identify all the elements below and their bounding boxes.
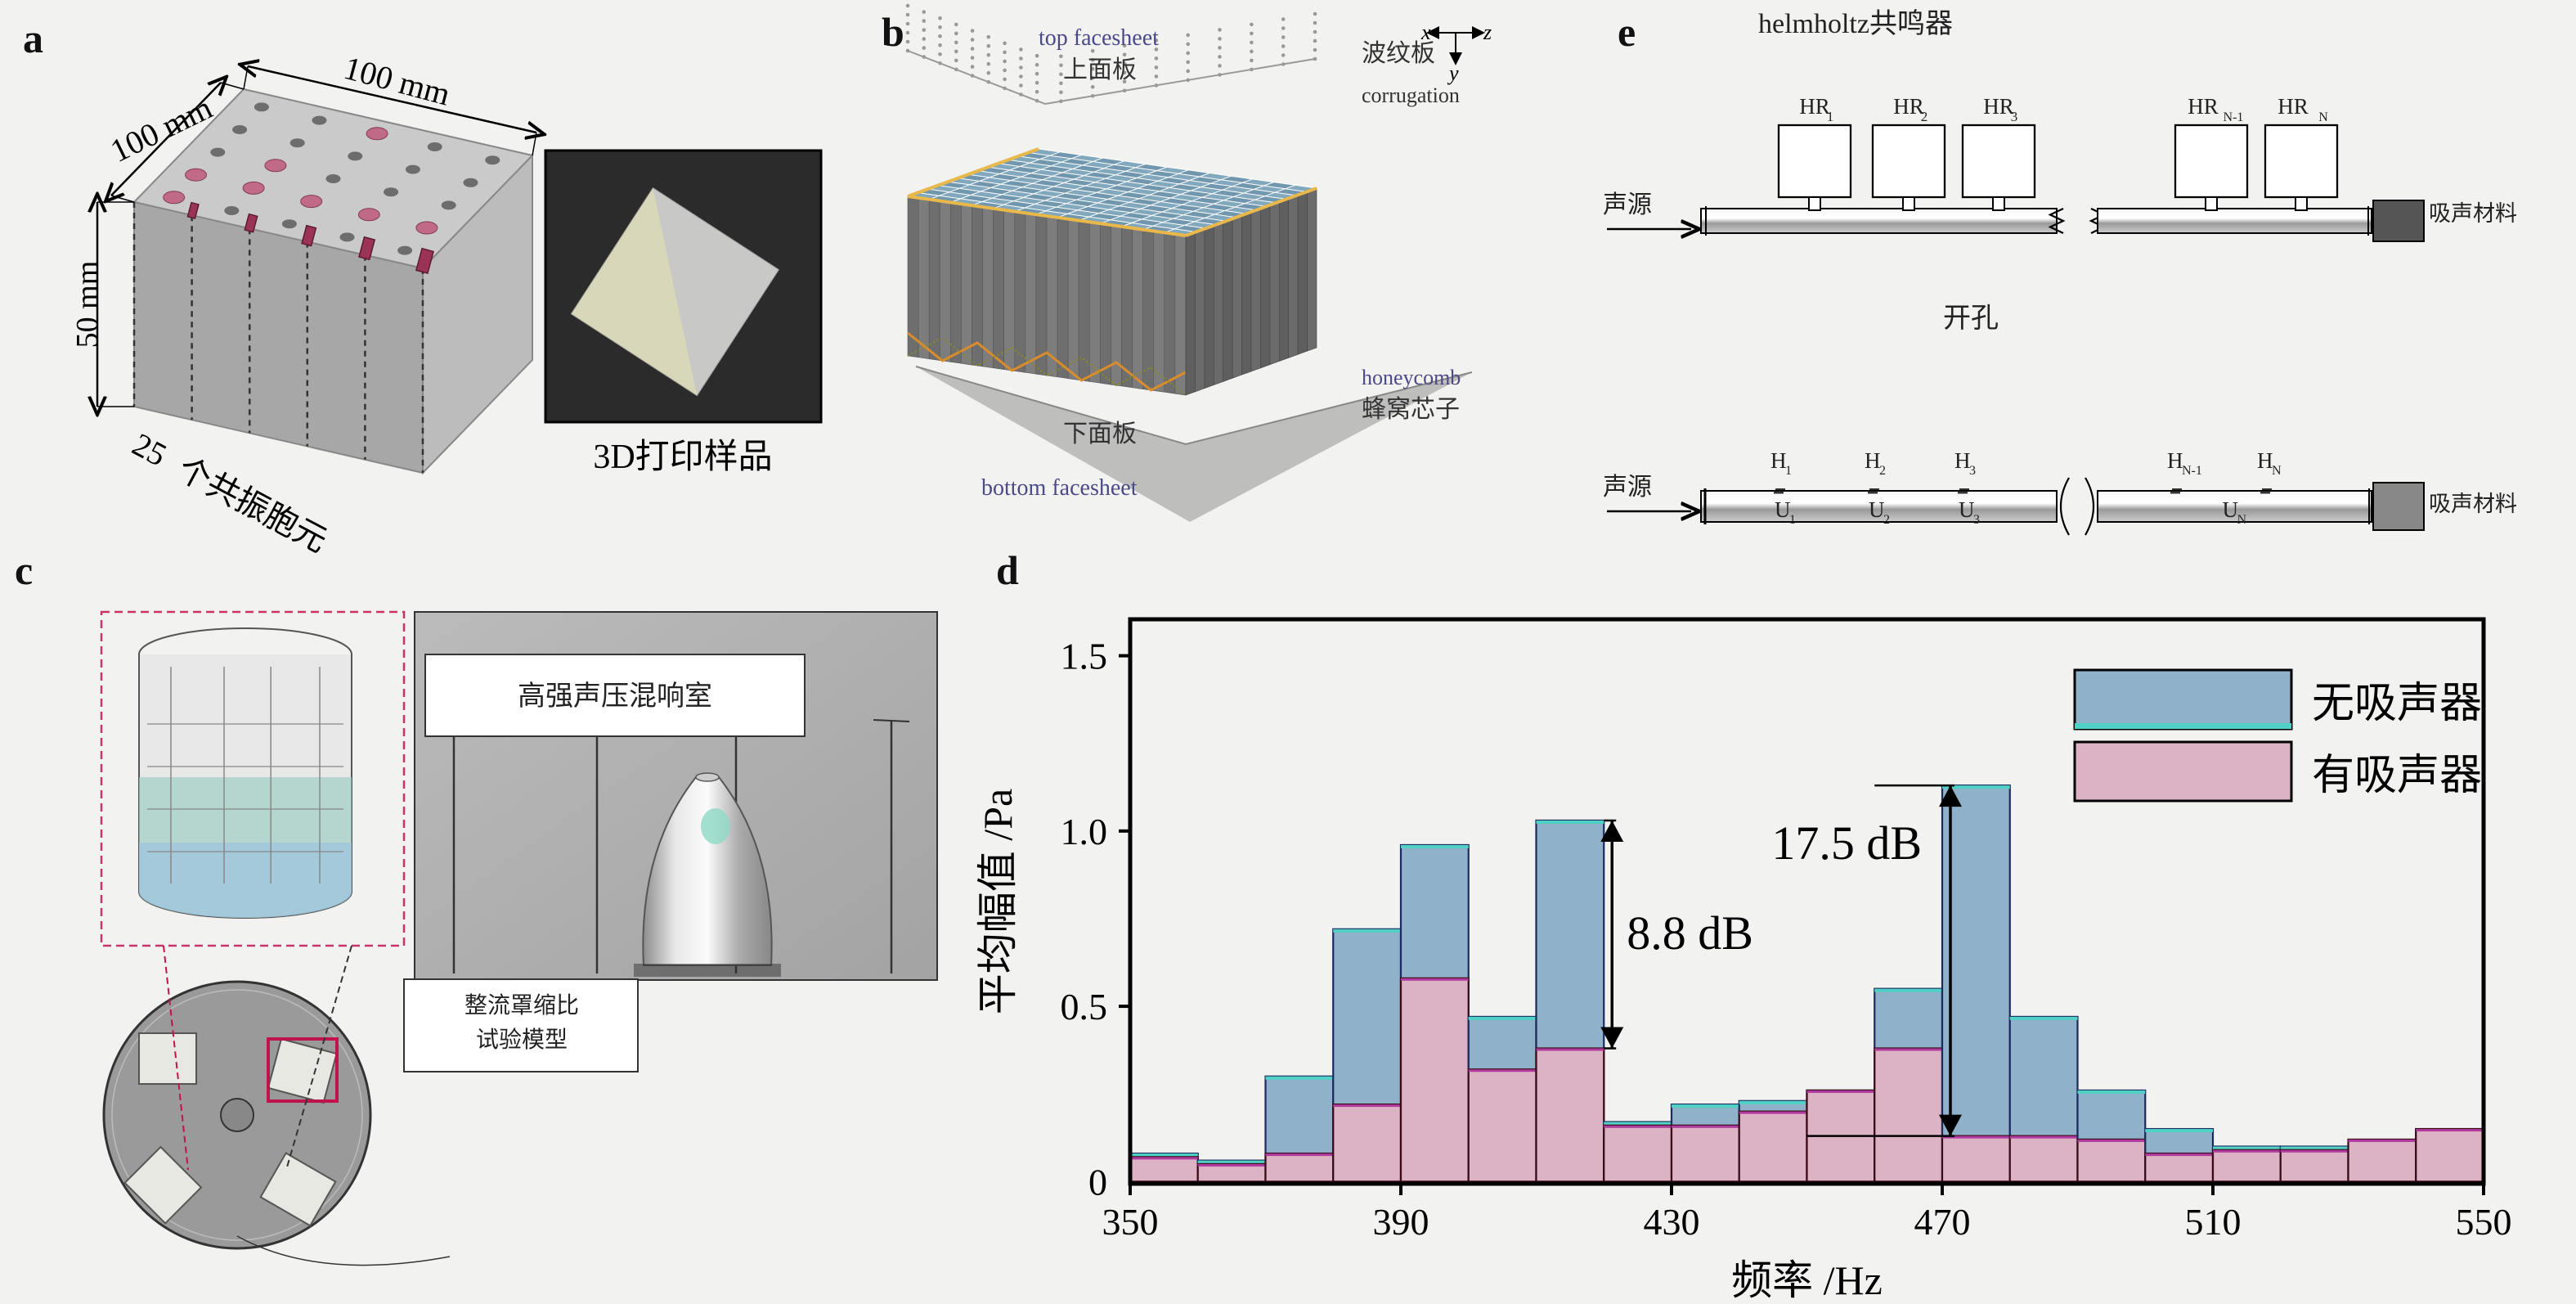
svg-text:HR: HR [2278, 94, 2309, 119]
svg-text:1: 1 [1789, 513, 1796, 527]
svg-text:honeycomb: honeycomb [1362, 366, 1461, 389]
svg-text:N: N [2272, 464, 2282, 478]
svg-text:无吸声器: 无吸声器 [2312, 681, 2482, 727]
svg-text:HR: HR [2188, 94, 2219, 119]
svg-text:HR: HR [1893, 94, 1924, 119]
svg-text:2: 2 [1879, 464, 1886, 478]
svg-text:1: 1 [1785, 464, 1792, 478]
svg-text:声源: 声源 [1603, 191, 1652, 218]
svg-text:3D打印样品: 3D打印样品 [593, 438, 772, 476]
svg-text:x: x [1420, 20, 1431, 44]
svg-text:HR: HR [1799, 94, 1830, 119]
svg-text:550: 550 [2456, 1201, 2512, 1243]
svg-text:510: 510 [2185, 1201, 2242, 1243]
svg-text:350: 350 [1102, 1201, 1159, 1243]
svg-text:H: H [1954, 448, 1971, 473]
svg-text:corrugation: corrugation [1362, 83, 1460, 107]
svg-text:390: 390 [1373, 1201, 1429, 1243]
svg-text:3: 3 [1973, 513, 1980, 527]
svg-text:U: U [2223, 497, 2239, 522]
svg-text:吸声材料: 吸声材料 [2429, 492, 2517, 516]
svg-text:3: 3 [2011, 109, 2018, 124]
svg-text:1.0: 1.0 [1061, 811, 1108, 852]
svg-text:17.5 dB: 17.5 dB [1771, 816, 1922, 870]
svg-text:HR: HR [1983, 94, 2014, 119]
svg-text:1: 1 [1827, 109, 1834, 124]
svg-text:平均幅值 /Pa: 平均幅值 /Pa [975, 789, 1021, 1014]
svg-text:2: 2 [1921, 109, 1928, 124]
svg-text:高强声压混响室: 高强声压混响室 [518, 681, 712, 712]
svg-text:100 mm: 100 mm [340, 49, 454, 113]
svg-text:下面板: 下面板 [1063, 420, 1137, 447]
svg-text:3: 3 [1969, 464, 1976, 478]
svg-text:bottom facesheet: bottom facesheet [981, 475, 1138, 501]
svg-text:2: 2 [1883, 513, 1890, 527]
svg-text:z: z [1483, 20, 1492, 44]
svg-text:N-1: N-1 [2182, 464, 2202, 478]
svg-text:25: 25 [127, 425, 173, 474]
svg-text:430: 430 [1644, 1201, 1700, 1243]
svg-text:0: 0 [1088, 1161, 1107, 1203]
svg-text:开孔: 开孔 [1943, 304, 1999, 334]
svg-text:y: y [1447, 61, 1459, 85]
svg-text:蜂窝芯子: 蜂窝芯子 [1362, 396, 1460, 423]
svg-text:helmholtz共鸣器: helmholtz共鸣器 [1758, 8, 1953, 39]
svg-text:频率 /Hz: 频率 /Hz [1731, 1257, 1883, 1303]
svg-text:N: N [2237, 513, 2247, 527]
svg-text:H: H [2257, 448, 2273, 473]
svg-text:声源: 声源 [1603, 474, 1652, 501]
svg-text:H: H [2167, 448, 2183, 473]
svg-text:有吸声器: 有吸声器 [2312, 753, 2482, 799]
svg-text:U: U [1959, 497, 1975, 522]
svg-text:0.5: 0.5 [1061, 986, 1108, 1027]
svg-text:N-1: N-1 [2224, 110, 2244, 124]
svg-text:N: N [2318, 110, 2328, 124]
svg-text:整流罩缩比: 整流罩缩比 [464, 992, 579, 1018]
svg-text:吸声材料: 吸声材料 [2429, 201, 2517, 226]
svg-text:H: H [1865, 448, 1881, 473]
svg-text:8.8 dB: 8.8 dB [1627, 906, 1753, 960]
svg-text:试验模型: 试验模型 [476, 1027, 568, 1053]
svg-text:U: U [1775, 497, 1791, 522]
svg-text:上面板: 上面板 [1063, 56, 1137, 83]
svg-text:H: H [1770, 448, 1787, 473]
svg-text:U: U [1869, 497, 1885, 522]
svg-text:50 mm: 50 mm [70, 261, 105, 348]
svg-text:470: 470 [1914, 1201, 1971, 1243]
svg-text:1.5: 1.5 [1061, 636, 1108, 677]
svg-text:top facesheet: top facesheet [1039, 25, 1159, 51]
